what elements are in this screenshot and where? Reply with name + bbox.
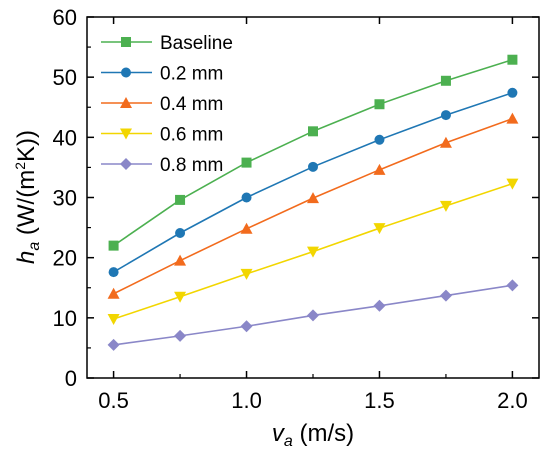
data-point [241,192,252,203]
series-0 [108,54,518,251]
y-tick-label: 20 [53,246,77,271]
data-point [240,320,253,333]
data-point [175,227,186,238]
legend-label: Baseline [160,33,233,54]
legend: Baseline 0.2 mm 0.4 mm 0.6 mm 0.8 mm [101,33,233,176]
x-tick-label: 0.5 [98,388,129,413]
data-point [308,161,318,172]
data-point [439,200,452,212]
legend-marker [121,67,131,78]
y-axis-title: ha (W/(m2K)) [12,130,43,264]
data-point [175,194,186,205]
series-2 [107,112,519,299]
data-point [240,222,253,234]
data-point [440,75,451,86]
data-point [174,329,187,342]
legend-marker [121,37,131,47]
data-point [307,309,319,322]
data-point [373,163,386,175]
series-3 [107,178,519,326]
series-line [113,58,513,247]
data-point [307,192,319,204]
legend-label: 0.4 mm [160,94,223,115]
legend-marker [120,97,132,108]
legend-item: 0.8 mm [101,155,223,176]
data-point [506,178,519,190]
data-point [108,240,119,251]
data-point [107,338,120,351]
data-point [374,99,385,110]
data-point [507,87,518,98]
series-4 [107,279,519,351]
legend-marker [120,158,132,170]
legend-item: 0.4 mm [101,94,223,115]
axis-ticks: 0 10 20 30 40 50 60 0.5 1.0 1.5 2.0 [53,5,539,413]
y-tick-label: 40 [53,125,77,150]
data-point [439,136,452,148]
series-line [113,92,513,273]
legend-label: 0.8 mm [160,155,223,176]
x-tick-label: 1.5 [364,388,395,413]
y-tick-label: 60 [53,5,77,30]
data-point [373,223,386,235]
data-point [506,279,519,292]
series-1 [108,87,518,278]
legend-item: 0.2 mm [101,64,223,85]
data-point [439,289,452,302]
data-point [440,110,451,121]
legend-item: 0.6 mm [101,125,223,146]
data-point [107,314,120,326]
data-point [174,254,187,266]
data-point [308,126,318,137]
data-point [108,267,119,278]
data-point [374,134,385,145]
data-point [373,299,386,312]
y-tick-label: 30 [53,186,77,211]
data-point [241,157,252,168]
y-tick-label: 50 [53,65,77,90]
x-tick-label: 1.0 [231,388,262,413]
data-point [240,268,253,280]
y-tick-label: 0 [65,366,77,391]
data-point [107,287,120,299]
y-tick-label: 10 [53,306,77,331]
data-point [507,54,518,65]
data-point [506,112,519,124]
x-tick-label: 2.0 [497,388,528,413]
legend-label: 0.6 mm [160,125,223,146]
x-axis-title: va (m/s) [272,420,354,450]
legend-marker [120,128,132,140]
data-point [174,291,187,303]
series-layer [107,54,519,351]
legend-item: Baseline [101,33,233,54]
legend-label: 0.2 mm [160,64,223,85]
data-point [307,246,319,258]
